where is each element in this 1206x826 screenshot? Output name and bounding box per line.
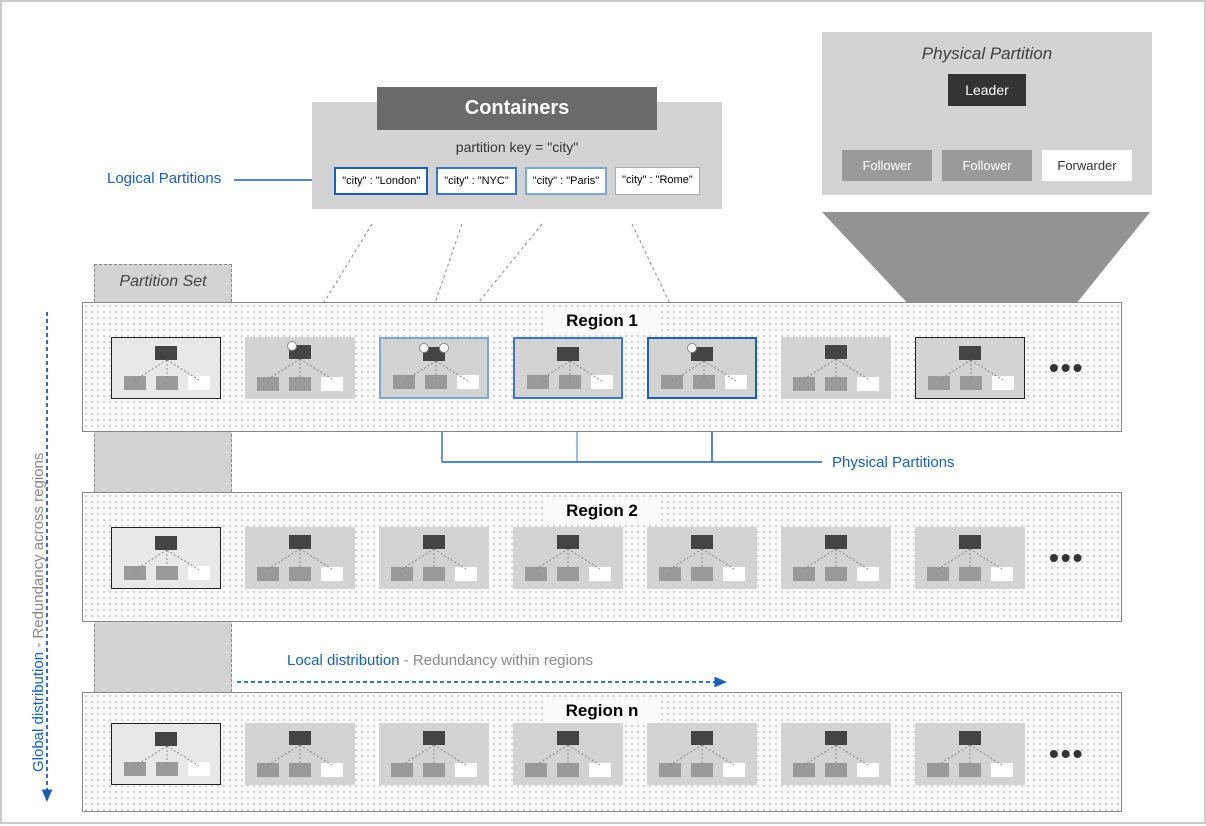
physical-partition [111,527,221,589]
physical-partition [513,337,623,399]
logical-partition: "city" : "NYC" [436,167,517,195]
global-distribution-label: Global distribution - Redundancy across … [30,453,47,772]
physical-partition [111,337,221,399]
callout-title: Physical Partition [840,44,1134,64]
ellipsis-icon: ••• [1049,542,1084,574]
physical-partition [245,337,355,399]
region-box: Region n ••• [82,692,1122,812]
partition-set-label: Partition Set [95,265,231,295]
physical-partition [245,527,355,589]
physical-partition [647,337,757,399]
physical-partition [513,723,623,785]
physical-partition [245,723,355,785]
physical-partition [915,723,1025,785]
region-title: Region n [546,697,659,725]
physical-partition [379,527,489,589]
containers-panel: Containers partition key = "city" "city"… [312,102,722,209]
local-dist-sub: - Redundancy within regions [400,652,593,669]
region-box: Region 2 ••• [82,492,1122,622]
physical-partition [781,337,891,399]
logical-partition: "city" : "London" [334,167,428,195]
physical-partition [513,527,623,589]
containers-title: Containers [377,87,657,130]
physical-partition [781,723,891,785]
follower-box: Follower [842,150,932,181]
region-title: Region 1 [546,307,658,335]
follower-box: Follower [942,150,1032,181]
ellipsis-icon: ••• [1049,352,1084,384]
physical-partition [379,723,489,785]
physical-partition [915,337,1025,399]
logical-partition: "city" : "Rome" [615,167,700,195]
global-dist-main: Global distribution [30,652,47,772]
physical-partition [781,527,891,589]
region-title: Region 2 [546,497,658,525]
local-distribution-label: Local distribution - Redundancy within r… [287,652,593,669]
physical-partition [111,723,221,785]
physical-partition [647,527,757,589]
physical-partition [915,527,1025,589]
logical-partition: "city" : "Paris" [525,167,607,195]
physical-partition-callout: Physical Partition Leader Follower Follo… [822,32,1152,195]
logical-partitions-label: Logical Partitions [107,170,221,187]
ellipsis-icon: ••• [1049,738,1084,770]
physical-partition [379,337,489,399]
leader-box: Leader [948,74,1026,106]
physical-partition [647,723,757,785]
follower-row: Follower Follower Forwarder [840,150,1134,181]
region-box: Region 1 ••• [82,302,1122,432]
forwarder-box: Forwarder [1042,150,1132,181]
global-dist-sub: - Redundancy across regions [30,453,47,652]
local-dist-main: Local distribution [287,652,400,669]
logical-partitions-row: "city" : "London" "city" : "NYC" "city" … [312,155,722,209]
physical-partitions-label: Physical Partitions [832,454,955,471]
containers-subtitle: partition key = "city" [312,139,722,155]
